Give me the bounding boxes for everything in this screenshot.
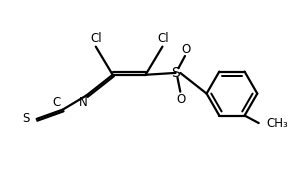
Text: S: S [23, 112, 30, 125]
Text: N: N [79, 96, 87, 109]
Text: Cl: Cl [90, 32, 102, 45]
Text: Cl: Cl [158, 32, 169, 45]
Text: O: O [181, 43, 191, 56]
Text: C: C [53, 96, 61, 109]
Text: O: O [177, 93, 186, 106]
Text: CH₃: CH₃ [266, 117, 288, 129]
Text: S: S [171, 66, 180, 80]
